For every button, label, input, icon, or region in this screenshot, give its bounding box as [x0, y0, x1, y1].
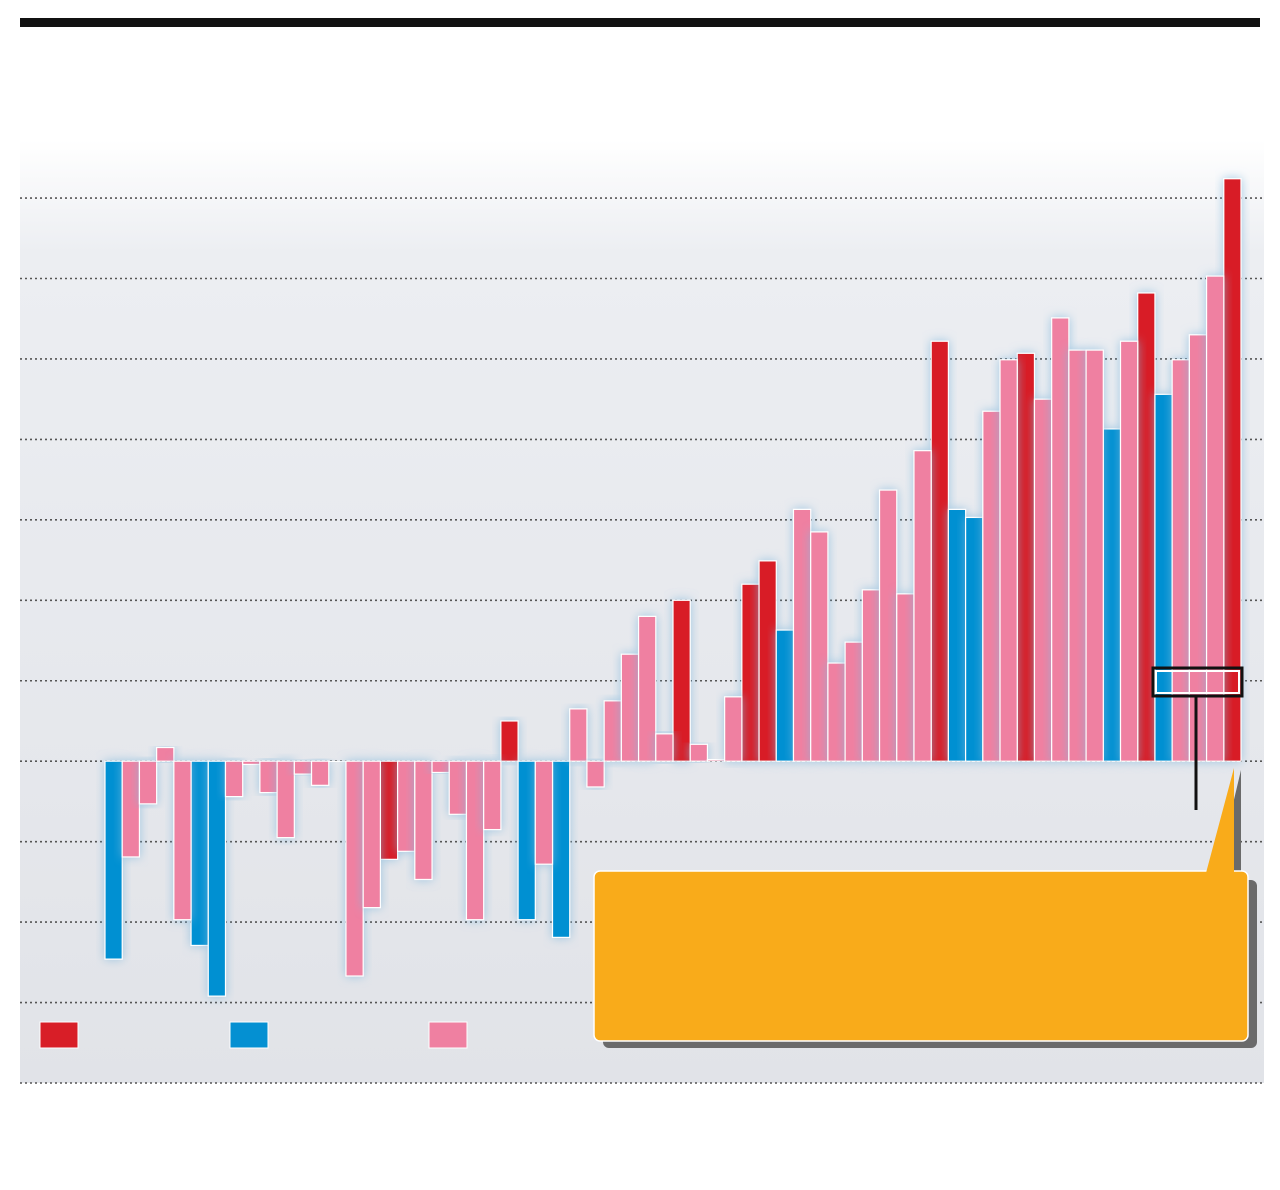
highlight-inner [1155, 670, 1240, 694]
bar [190, 760, 209, 947]
bar [603, 700, 622, 762]
bar [775, 629, 795, 762]
bar [293, 760, 313, 775]
legend-swatch [39, 1021, 79, 1049]
bar [792, 508, 812, 762]
bar [259, 760, 278, 794]
bar [276, 760, 295, 839]
bar [913, 450, 932, 762]
bar [672, 599, 691, 762]
bar [138, 760, 158, 805]
bar [1102, 428, 1122, 762]
bar [397, 760, 416, 852]
bar [724, 696, 743, 762]
bar [947, 508, 967, 762]
bar [689, 743, 709, 762]
bar [379, 760, 399, 860]
bar [362, 760, 381, 909]
bars [104, 178, 1242, 997]
top-rule [20, 18, 1260, 27]
bar [1033, 398, 1053, 762]
bar [104, 760, 123, 960]
bar [224, 760, 244, 798]
bar [844, 641, 863, 762]
bar [1119, 340, 1139, 762]
bar [930, 340, 949, 762]
bar [431, 760, 450, 774]
bar [207, 760, 227, 997]
callout-pointer [1206, 768, 1234, 873]
bar [982, 410, 1001, 762]
bar [999, 359, 1018, 762]
bar [569, 708, 588, 762]
bar [620, 653, 640, 762]
bar [1068, 349, 1087, 762]
bar [242, 760, 261, 766]
bar [328, 760, 347, 763]
bar [500, 720, 519, 762]
bar [827, 662, 846, 762]
callout [593, 666, 1257, 1048]
bar [741, 583, 760, 762]
legend [39, 1021, 468, 1049]
legend-swatch [229, 1021, 269, 1049]
highlight-box [1151, 666, 1244, 698]
bar [310, 760, 330, 786]
bar [121, 760, 141, 858]
bar [173, 760, 192, 921]
bar [551, 760, 571, 938]
bar [414, 760, 433, 881]
bar [1205, 275, 1225, 762]
bar [896, 593, 915, 762]
bar [1154, 393, 1173, 762]
bar [655, 733, 674, 762]
bar [465, 760, 485, 921]
bar [534, 760, 554, 865]
bar [517, 760, 536, 921]
bar [1016, 352, 1036, 762]
bar [861, 589, 881, 762]
bar [483, 760, 502, 831]
bar [345, 760, 364, 977]
bar [156, 746, 175, 762]
callout-box [593, 870, 1249, 1042]
bar [706, 758, 726, 762]
bar [637, 615, 657, 762]
bar [965, 516, 984, 762]
bar [448, 760, 468, 815]
bar [878, 489, 898, 762]
bar [1051, 317, 1070, 762]
bar [1085, 349, 1104, 762]
bar [586, 760, 605, 788]
bar [758, 560, 777, 762]
bar [1171, 359, 1190, 762]
legend-swatch [428, 1021, 468, 1049]
bar [810, 531, 829, 762]
